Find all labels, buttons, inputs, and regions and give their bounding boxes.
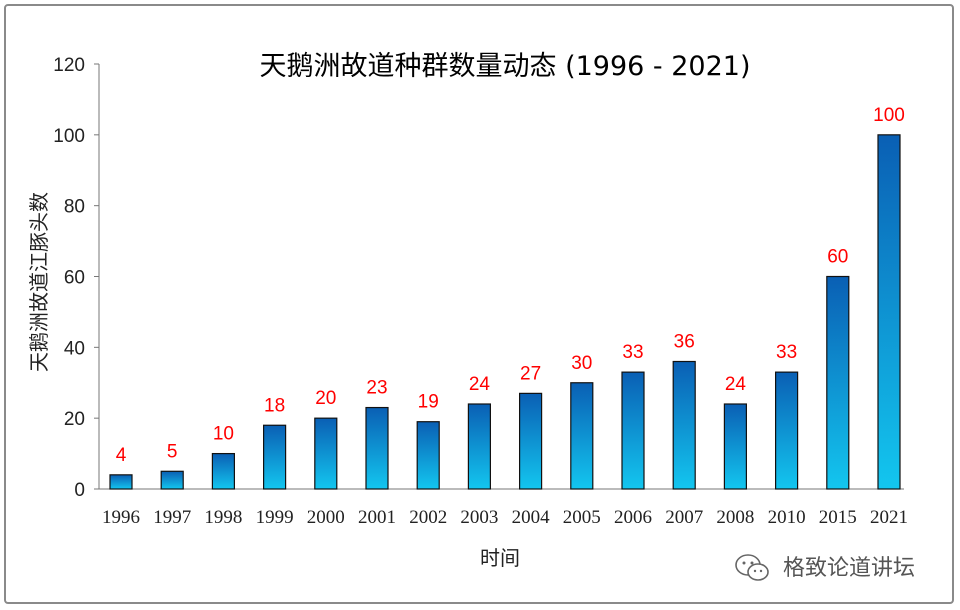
x-tick-label: 2007 <box>665 507 703 528</box>
x-tick-label: 2008 <box>716 507 754 528</box>
data-label: 23 <box>366 378 387 399</box>
bar-2002 <box>416 421 440 490</box>
data-label: 19 <box>418 392 439 413</box>
bar-1997 <box>160 470 184 490</box>
x-tick-label: 1997 <box>153 507 191 528</box>
bar-2001 <box>365 406 389 490</box>
data-label: 33 <box>776 342 797 363</box>
y-tick-label: 40 <box>64 338 85 359</box>
bar-1999 <box>263 424 287 490</box>
x-tick-label: 2004 <box>512 507 551 528</box>
x-axis-label: 时间 <box>480 546 520 570</box>
x-tick-label: 1998 <box>204 507 242 528</box>
bar-1998 <box>211 452 235 490</box>
data-label: 27 <box>520 363 541 384</box>
data-label: 18 <box>264 395 285 416</box>
chart-frame <box>4 4 954 604</box>
y-axis-label: 天鹅洲故道江豚头数 <box>27 192 51 372</box>
y-tick-label: 120 <box>53 55 85 76</box>
bar-2021 <box>877 134 901 490</box>
bar-2015 <box>826 275 850 490</box>
wechat-icon <box>735 554 769 581</box>
bar-2006 <box>621 371 645 490</box>
bar-1996 <box>109 474 133 490</box>
x-tick-label: 2000 <box>307 507 345 528</box>
data-label: 60 <box>827 247 848 268</box>
bar-2007 <box>672 360 696 490</box>
y-tick-label: 20 <box>64 409 85 430</box>
data-label: 24 <box>469 374 491 395</box>
bar-2010 <box>774 371 799 490</box>
data-label: 24 <box>725 374 747 395</box>
watermark-text: 格致论道讲坛 <box>783 556 915 581</box>
data-label: 20 <box>315 388 336 409</box>
data-label: 30 <box>571 353 592 374</box>
bar-2008 <box>723 403 748 490</box>
watermark: 格致论道讲坛 <box>735 554 915 581</box>
x-tick-label: 2001 <box>358 507 396 528</box>
bar-2004 <box>518 392 543 490</box>
y-tick-label: 80 <box>64 197 85 218</box>
data-label: 4 <box>116 445 127 466</box>
x-tick-label: 2003 <box>460 507 498 528</box>
bar-2000 <box>314 417 338 490</box>
x-tick-label: 1996 <box>102 507 140 528</box>
data-label: 100 <box>873 105 905 126</box>
bar-2005 <box>570 382 594 490</box>
x-tick-label: 1999 <box>256 507 294 528</box>
chart-title: 天鹅洲故道种群数量动态 (1996 - 2021) <box>260 51 751 82</box>
x-tick-label: 2015 <box>819 507 857 528</box>
x-tick-label: 2021 <box>870 507 908 528</box>
x-tick-label: 2010 <box>768 507 806 528</box>
data-label: 10 <box>213 424 234 445</box>
y-tick-label: 60 <box>64 268 85 289</box>
bar-2003 <box>467 403 491 490</box>
data-label: 36 <box>674 332 695 353</box>
y-tick-label: 0 <box>74 480 85 501</box>
y-tick-label: 100 <box>53 126 85 147</box>
data-label: 5 <box>167 441 178 462</box>
data-label: 33 <box>622 342 643 363</box>
x-tick-label: 2005 <box>563 507 601 528</box>
x-tick-label: 2002 <box>409 507 447 528</box>
x-tick-label: 2006 <box>614 507 652 528</box>
